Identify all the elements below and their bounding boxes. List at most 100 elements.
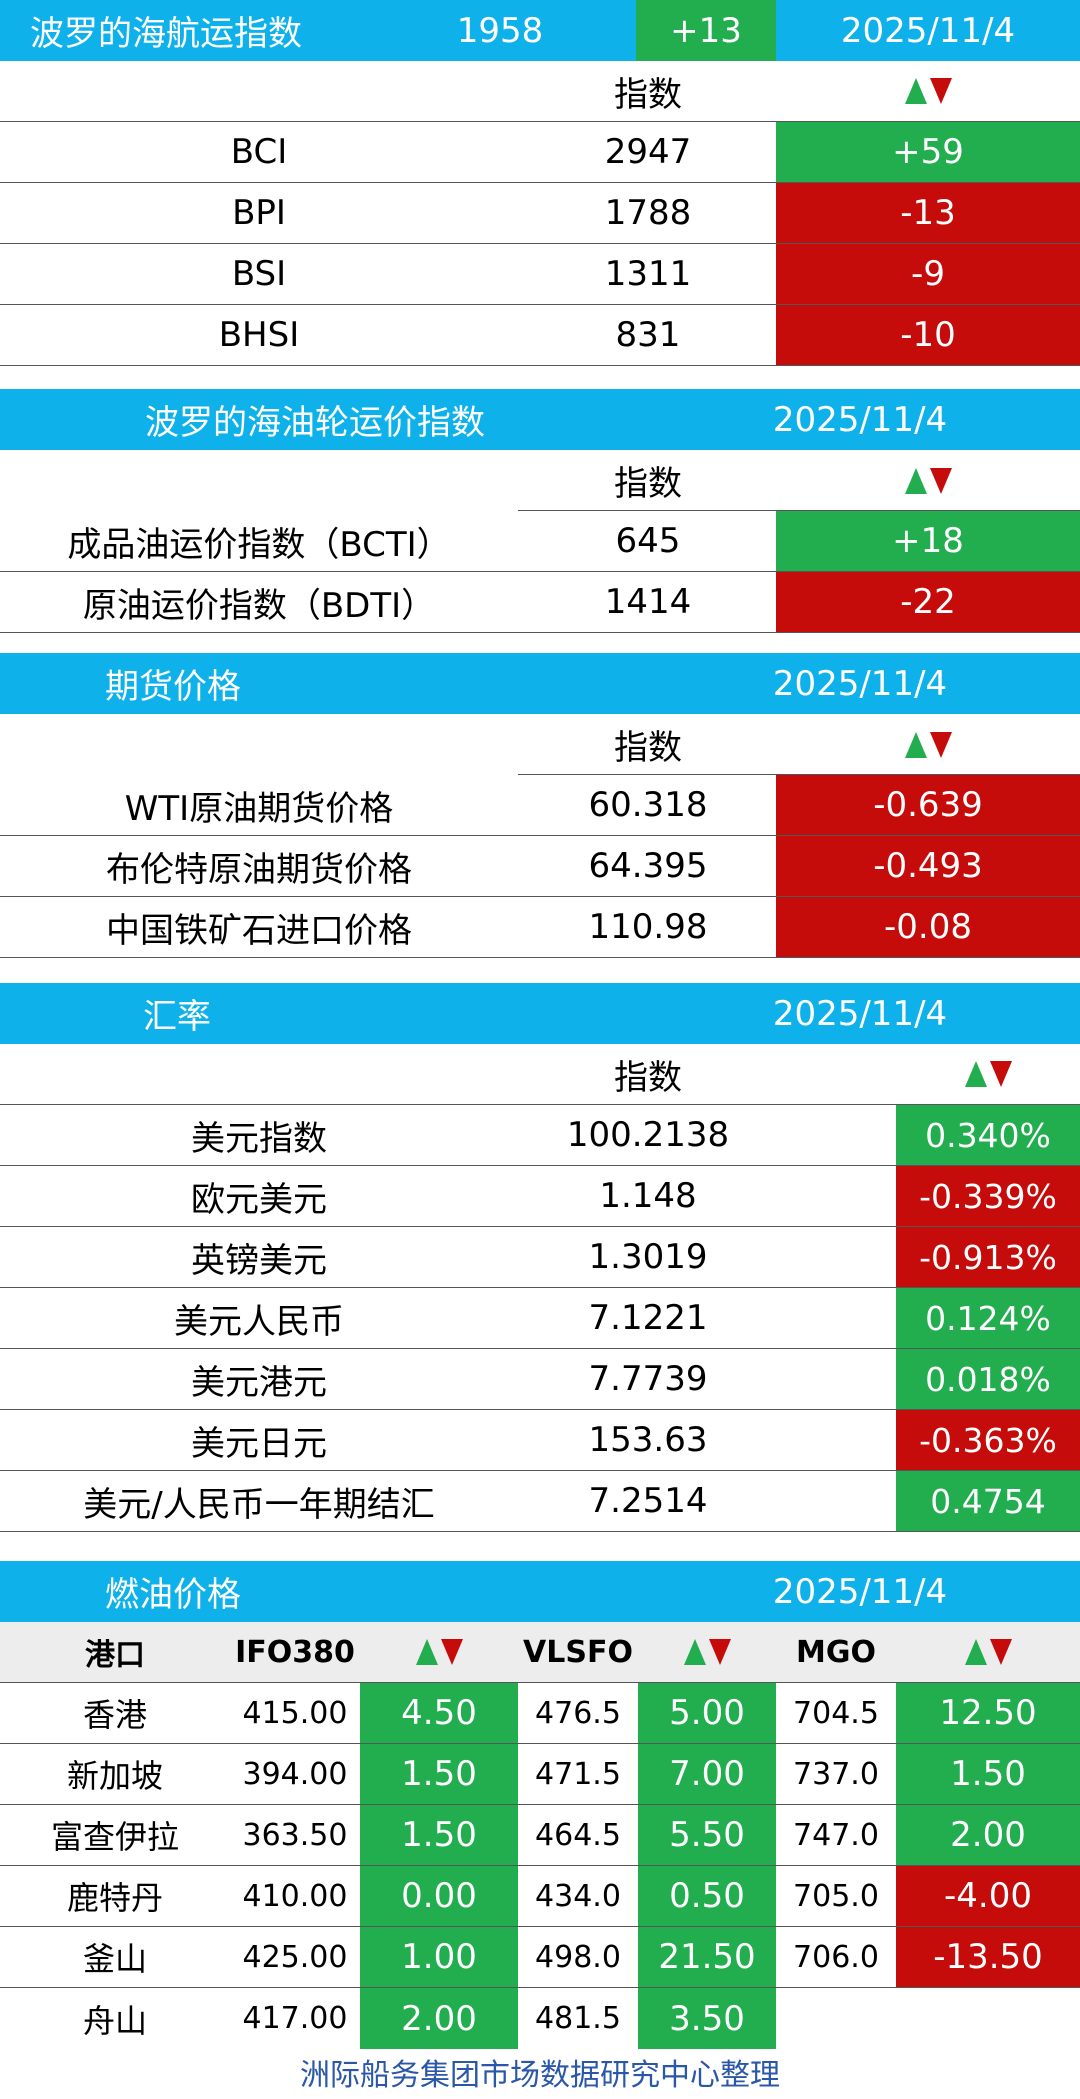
fuel-ifo-change: 0.00: [360, 1866, 518, 1926]
tanker-row-name: 成品油运价指数（BCTI）: [67, 524, 451, 565]
fx-row: 美元/人民币一年期结汇 7.2514 0.4754: [0, 1471, 1080, 1532]
fx-row-name: 英镑美元: [191, 1240, 327, 1281]
futures-date: 2025/11/4: [772, 663, 948, 704]
fuel-ifo-change: 1.00: [360, 1927, 518, 1987]
fuel-col-port: 港口: [85, 1638, 145, 1673]
futures-header: 期货价格 2025/11/4: [0, 653, 1080, 714]
fuel-mgo-change: 12.50: [896, 1683, 1080, 1743]
futures-row-value: 110.98: [588, 907, 708, 947]
fx-row-value: 1.3019: [588, 1237, 708, 1277]
bdi-change: +13: [636, 0, 776, 61]
fuel-row: 富查伊拉 363.50 1.50 464.5 5.50 747.0 2.00: [0, 1805, 1080, 1866]
fuel-row: 鹿特丹 410.00 0.00 434.0 0.50 705.0 -4.00: [0, 1866, 1080, 1927]
bdi-row-name: BCI: [230, 132, 288, 172]
bdi-row-name: BHSI: [218, 315, 300, 355]
tanker-row-change: -22: [776, 572, 1080, 632]
bdi-row-change: -10: [776, 305, 1080, 365]
fuel-mgo-change: 2.00: [896, 1805, 1080, 1865]
fuel-mgo-price: 704.5: [793, 1695, 879, 1731]
fuel-ifo-price: 415.00: [242, 1695, 348, 1731]
futures-table: 期货价格 2025/11/4 指数 WTI原油期货价格 60.318 -0.639 布…: [0, 653, 1080, 958]
fx-row: 美元日元 153.63 -0.363%: [0, 1410, 1080, 1471]
fx-row-value: 7.7739: [588, 1359, 708, 1399]
futures-row-value: 60.318: [588, 785, 708, 825]
fuel-mgo-change: -13.50: [896, 1927, 1080, 1987]
up-arrow-icon: [964, 1061, 987, 1087]
fuel-vlsfo-price: 476.5: [535, 1695, 621, 1731]
bdi-row: BPI 1788 -13: [0, 183, 1080, 244]
bdi-row: BSI 1311 -9: [0, 244, 1080, 305]
bdi-table: 波罗的海航运指数 1958 +13 2025/11/4 指数 BCI 2947 +5…: [0, 0, 1080, 366]
bdi-row: BCI 2947 +59: [0, 122, 1080, 183]
fuel-ifo-price: 417.00: [242, 2001, 348, 2036]
fx-row-value: 153.63: [588, 1420, 708, 1460]
fx-row-name: 美元日元: [191, 1423, 327, 1464]
fx-row-change: -0.363%: [896, 1410, 1080, 1470]
bdi-subheader-row: 指数: [0, 61, 1080, 122]
fuel-ifo-change: 1.50: [360, 1744, 518, 1804]
fx-row-value: 1.148: [599, 1176, 697, 1216]
up-arrow-icon: [904, 78, 927, 104]
fuel-ifo-price: 425.00: [242, 1939, 348, 1975]
tanker-title: 波罗的海油轮运价指数: [145, 403, 485, 443]
fx-row-change: 0.018%: [896, 1349, 1080, 1409]
fuel-vlsfo-change: 7.00: [638, 1744, 776, 1804]
fuel-date: 2025/11/4: [772, 1571, 948, 1612]
futures-row-change: -0.493: [776, 836, 1080, 896]
fuel-col-mgo-arrows: [896, 1622, 1080, 1682]
fuel-mgo-price: 747.0: [793, 1817, 879, 1853]
fuel-port: 鹿特丹: [66, 1879, 163, 1917]
fx-row: 美元指数 100.2138 0.340%: [0, 1105, 1080, 1166]
tanker-row-value: 645: [615, 521, 681, 561]
futures-row: 中国铁矿石进口价格 110.98 -0.08: [0, 897, 1080, 958]
bdi-row-change: -13: [776, 183, 1080, 243]
tanker-subheader: 指数: [614, 464, 682, 504]
down-arrow-icon: [989, 1061, 1012, 1087]
bdi-row-name: BPI: [232, 193, 286, 233]
fx-subheader: 指数: [614, 1057, 682, 1098]
fuel-title: 燃油价格: [105, 1575, 241, 1615]
tanker-date: 2025/11/4: [772, 399, 948, 440]
fx-row-value: 100.2138: [566, 1115, 730, 1155]
bdi-row-value: 2947: [604, 132, 692, 172]
down-arrow-icon: [929, 731, 952, 758]
futures-row-name: WTI原油期货价格: [124, 788, 394, 829]
tanker-row-value: 1414: [604, 582, 692, 622]
fuel-mgo-change: 1.50: [896, 1744, 1080, 1804]
fuel-ifo-change: 2.00: [360, 1988, 518, 2049]
fuel-ifo-price: 363.50: [242, 1817, 348, 1853]
fx-row-name: 美元指数: [191, 1118, 327, 1159]
fuel-vlsfo-price: 498.0: [535, 1939, 621, 1975]
up-arrow-icon: [415, 1639, 438, 1665]
fuel-col-ifo-arrows: [360, 1622, 518, 1682]
fx-header: 汇率 2025/11/4: [0, 983, 1080, 1044]
fuel-mgo-price: [776, 1988, 896, 2049]
fuel-mgo-price: 737.0: [793, 1756, 879, 1792]
futures-row-name: 布伦特原油期货价格: [106, 849, 412, 890]
up-arrow-icon: [904, 467, 927, 494]
down-arrow-icon: [989, 1639, 1012, 1665]
fuel-mgo-change: -4.00: [896, 1866, 1080, 1926]
fuel-port: 新加坡: [66, 1757, 163, 1795]
fx-row-change: 0.340%: [896, 1105, 1080, 1165]
fuel-ifo-change: 1.50: [360, 1805, 518, 1865]
fuel-port: 舟山: [82, 2001, 147, 2040]
fuel-ifo-change: 4.50: [360, 1683, 518, 1743]
fuel-vlsfo-price: 434.0: [535, 1878, 621, 1914]
fuel-ifo-price: 410.00: [242, 1878, 348, 1914]
fx-row-name: 欧元美元: [191, 1179, 327, 1220]
fuel-col-vlsfo: VLSFO: [523, 1634, 633, 1670]
fx-row: 英镑美元 1.3019 -0.913%: [0, 1227, 1080, 1288]
futures-title: 期货价格: [105, 667, 241, 707]
fuel-vlsfo-change: 3.50: [638, 1988, 776, 2049]
futures-row: WTI原油期货价格 60.318 -0.639: [0, 775, 1080, 836]
fuel-mgo-price: 705.0: [793, 1878, 879, 1914]
futures-row-change: -0.08: [776, 897, 1080, 957]
futures-row-name: 中国铁矿石进口价格: [106, 910, 412, 951]
bdi-row-value: 831: [615, 315, 681, 355]
futures-row-value: 64.395: [588, 846, 708, 886]
fuel-vlsfo-price: 464.5: [535, 1817, 621, 1853]
fuel-vlsfo-change: 5.00: [638, 1683, 776, 1743]
bdi-subheader: 指数: [614, 74, 682, 115]
fuel-col-vlsfo-arrows: [638, 1622, 776, 1682]
